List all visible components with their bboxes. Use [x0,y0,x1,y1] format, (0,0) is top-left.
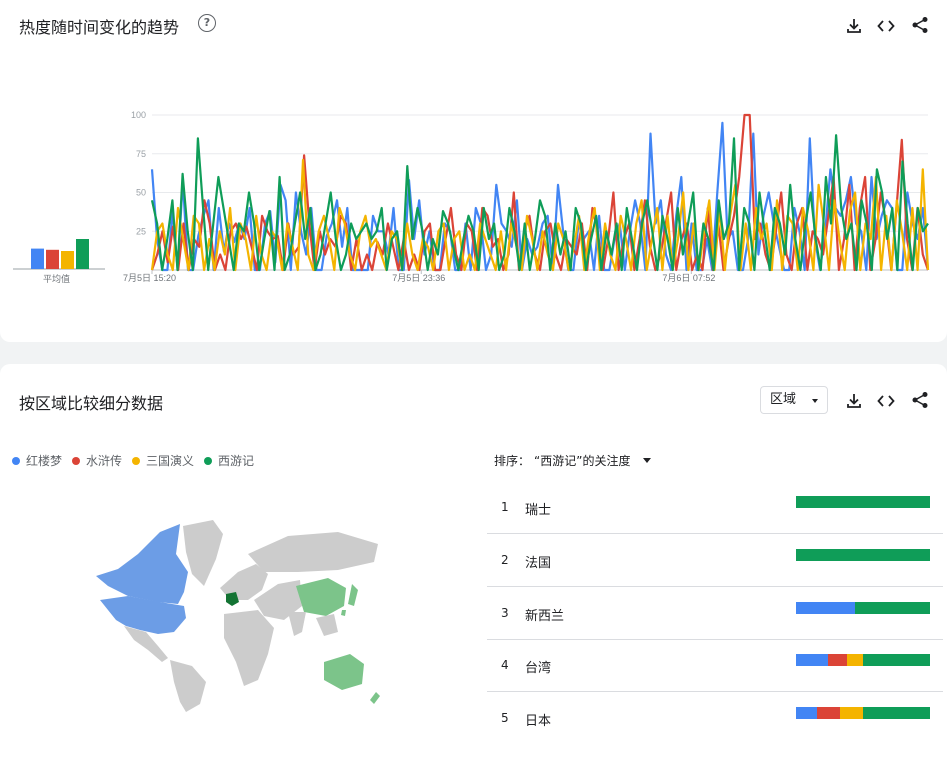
trend-title: 热度随时间变化的趋势 [19,18,180,37]
share-segment [796,548,930,561]
map-region-india[interactable] [288,612,306,636]
ranking-region-name: 新西兰 [525,608,565,624]
legend-dot-icon [12,456,20,465]
legend-item: 西游记 [204,452,254,469]
legend-label: 红楼梦 [26,454,63,468]
map-region-usa[interactable] [100,596,186,634]
map-region-africa[interactable] [224,610,274,686]
map-region-new-zealand[interactable] [370,692,380,704]
share-segment [862,654,930,667]
ranking-number: 2 [501,552,509,567]
map-region-australia[interactable] [324,654,364,690]
share-segment [796,601,855,614]
ranking-share-bar [796,548,930,561]
average-bar [76,239,89,269]
ranking-number: 4 [501,658,509,673]
world-map[interactable] [88,514,388,714]
share-segment [796,654,829,667]
download-icon[interactable] [845,17,863,35]
average-label: 平均值 [43,275,71,285]
legend-item: 三国演义 [132,452,194,469]
ranking-share-bar [796,496,930,508]
ranking-region-name: 瑞士 [525,503,552,518]
legend-label: 水浒传 [86,454,123,468]
map-region-russia[interactable] [248,532,378,572]
share-segment [828,654,847,667]
question-circle-icon[interactable]: ? [198,14,216,32]
sort-control[interactable]: 排序： “西游记”的关注度 [494,452,652,469]
breakdown-by-region-card: 按区域比较细分数据 区域 红楼梦 水浒传 三国演义 西游记 [0,364,947,759]
resolution-select[interactable]: 区域 [760,386,828,414]
x-tick-label: 7月6日 07:52 [662,273,715,283]
download-icon[interactable] [845,392,863,410]
map-region-france[interactable] [226,592,239,606]
ranking-row[interactable]: 4 台湾 [487,639,943,693]
share-segment [862,707,930,720]
ranking-share-bar [796,601,930,614]
sort-label: 排序： [494,454,531,468]
map-region-middle-east[interactable] [254,580,302,620]
ranking-number: 1 [501,500,509,514]
y-tick-label: 50 [136,188,146,198]
legend-dot-icon [72,456,81,465]
caret-down-icon [812,399,818,403]
legend-item: 红楼梦 [12,452,62,469]
sort-value: “西游记”的关注度 [534,454,631,468]
code-icon[interactable] [877,392,895,410]
code-icon[interactable] [877,17,895,35]
y-tick-label: 75 [136,149,146,159]
series-legend: 红楼梦 水浒传 三国演义 西游记 [12,452,264,469]
ranking-row[interactable]: 3 新西兰 [487,587,943,640]
share-segment [846,654,863,667]
map-region-south-america[interactable] [170,660,206,712]
legend-item: 水浒传 [72,452,122,469]
series-line[interactable] [150,134,929,272]
y-tick-label: 25 [136,226,146,236]
share-icon[interactable] [911,391,929,409]
ranking-region-name: 台湾 [525,661,552,677]
ranking-share-bar [796,654,930,667]
ranking-row[interactable]: 5 日本 [487,692,943,744]
interest-line-chart[interactable]: 100 75 50 25 7月5日 15:20 7月5日 23:36 7月6日 07:52 [118,104,930,290]
ranking-row[interactable]: 1 瑞士 [487,481,943,534]
map-region-central-america[interactable] [124,626,168,662]
legend-label: 三国演义 [146,454,195,468]
map-region-japan[interactable] [348,584,358,606]
legend-dot-icon [204,456,213,465]
ranking-region-name: 日本 [525,714,552,730]
resolution-select-value: 区域 [770,392,797,407]
ranking-number: 5 [501,711,509,726]
interest-over-time-card: 热度随时间变化的趋势 ? 平均值 100 75 50 25 7月5日 15:20 7月5日… [0,0,947,342]
average-bar [31,248,44,269]
legend-label: 西游记 [218,454,255,468]
ranking-row[interactable]: 2 法国 [487,534,943,587]
average-bar [46,249,59,269]
region-ranking-list: 1 瑞士 2 法国 3 新西兰 4 台湾 5 日本 [0,481,947,751]
average-bar-chart [13,239,105,270]
ranking-region-name: 法国 [525,555,552,571]
x-tick-label: 7月5日 23:36 [392,273,445,283]
ranking-number: 3 [501,605,509,620]
map-region-canada[interactable] [96,524,188,604]
map-region-greenland[interactable] [183,520,223,586]
share-segment [840,707,863,720]
share-segment [796,496,930,508]
share-segment [796,707,818,720]
legend-dot-icon [132,456,141,465]
map-region-europe[interactable] [220,564,268,600]
series-line[interactable] [150,121,930,272]
x-tick-label: 7月5日 15:20 [123,273,176,283]
share-segment [817,707,841,720]
map-region-southeast-asia[interactable] [316,614,338,636]
ranking-share-bar [796,707,930,720]
region-title: 按区域比较细分数据 [19,394,164,413]
average-bar [61,251,74,269]
caret-down-icon [643,458,652,463]
share-segment [854,601,930,614]
y-tick-label: 100 [131,110,146,120]
map-region-china[interactable] [296,578,346,616]
share-icon[interactable] [911,16,929,34]
map-region-taiwan[interactable] [341,610,346,616]
